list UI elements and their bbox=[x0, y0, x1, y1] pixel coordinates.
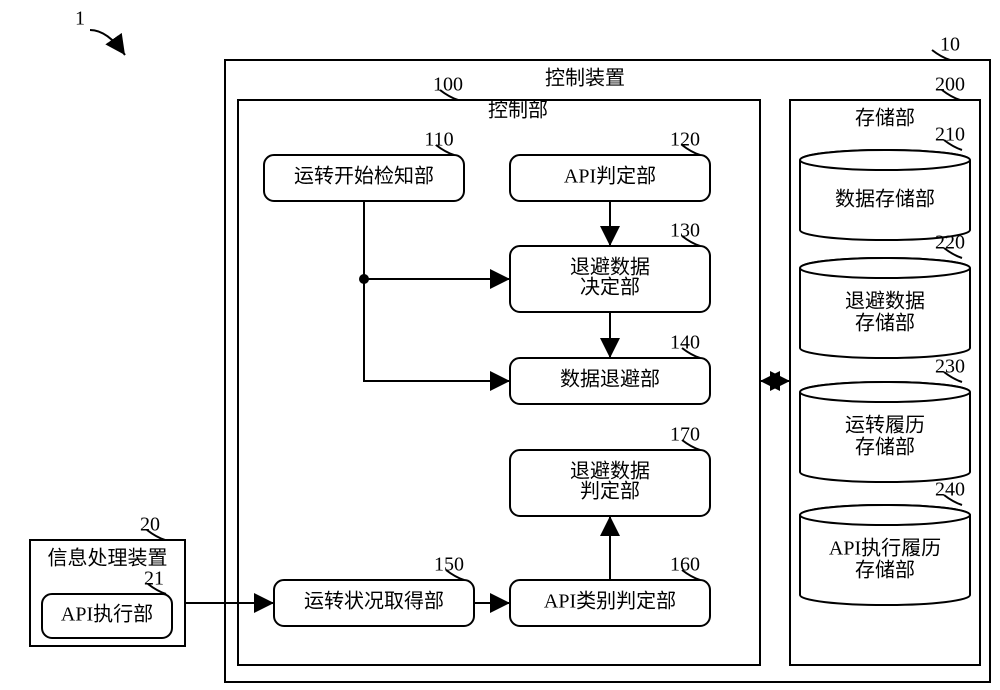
cylinder-label-220: 存储部 bbox=[855, 312, 915, 335]
storage-part-label: 存储部 bbox=[855, 107, 915, 130]
figure-pointer bbox=[90, 30, 125, 55]
ref-number: 10 bbox=[940, 34, 960, 56]
ref-number: 110 bbox=[424, 129, 453, 151]
node-label-160: API类别判定部 bbox=[544, 590, 676, 613]
ref-number: 150 bbox=[434, 554, 464, 576]
ref-number: 170 bbox=[670, 424, 700, 446]
cylinder-label-240: API执行履历 bbox=[829, 537, 941, 560]
ref-number: 100 bbox=[433, 74, 463, 96]
diagram-canvas: 110控制装置100控制部200存储部110运转开始检知部120API判定部13… bbox=[0, 0, 1000, 690]
ref-number: 160 bbox=[670, 554, 700, 576]
node-label-130: 决定部 bbox=[580, 276, 640, 299]
cylinder-top-240 bbox=[800, 505, 970, 525]
cylinder-label-220: 退避数据 bbox=[845, 290, 925, 313]
control-part-label: 控制部 bbox=[488, 99, 548, 122]
cylinder-label-230: 存储部 bbox=[855, 436, 915, 459]
ref-number: 210 bbox=[935, 124, 965, 146]
ref-number: 120 bbox=[670, 129, 700, 151]
cylinder-top-220 bbox=[800, 258, 970, 278]
cylinder-label-230: 运转履历 bbox=[845, 414, 925, 437]
info-box-label: 信息处理装置 bbox=[48, 547, 168, 570]
ref-number: 20 bbox=[140, 514, 160, 536]
node-label-170: 退避数据 bbox=[570, 460, 650, 483]
node-label-120: API判定部 bbox=[564, 165, 656, 188]
figure-number: 1 bbox=[75, 8, 85, 30]
api-exec-label: API执行部 bbox=[61, 603, 153, 626]
outer-label: 控制装置 bbox=[545, 67, 625, 90]
ref-number: 240 bbox=[935, 479, 965, 501]
node-label-140: 数据退避部 bbox=[560, 368, 660, 391]
ref-number: 140 bbox=[670, 332, 700, 354]
ref-number: 21 bbox=[144, 568, 164, 590]
cylinder-top-210 bbox=[800, 150, 970, 170]
cylinder-label-240: 存储部 bbox=[855, 559, 915, 582]
node-label-150: 运转状况取得部 bbox=[304, 590, 444, 613]
ref-number: 230 bbox=[935, 356, 965, 378]
junction-dot bbox=[359, 274, 369, 284]
ref-number: 130 bbox=[670, 220, 700, 242]
ref-number: 220 bbox=[935, 232, 965, 254]
node-label-110: 运转开始检知部 bbox=[294, 165, 434, 188]
cylinder-label-210: 数据存储部 bbox=[835, 188, 935, 211]
node-label-130: 退避数据 bbox=[570, 256, 650, 279]
cylinder-top-230 bbox=[800, 382, 970, 402]
node-label-170: 判定部 bbox=[580, 480, 640, 503]
ref-number: 200 bbox=[935, 74, 965, 96]
